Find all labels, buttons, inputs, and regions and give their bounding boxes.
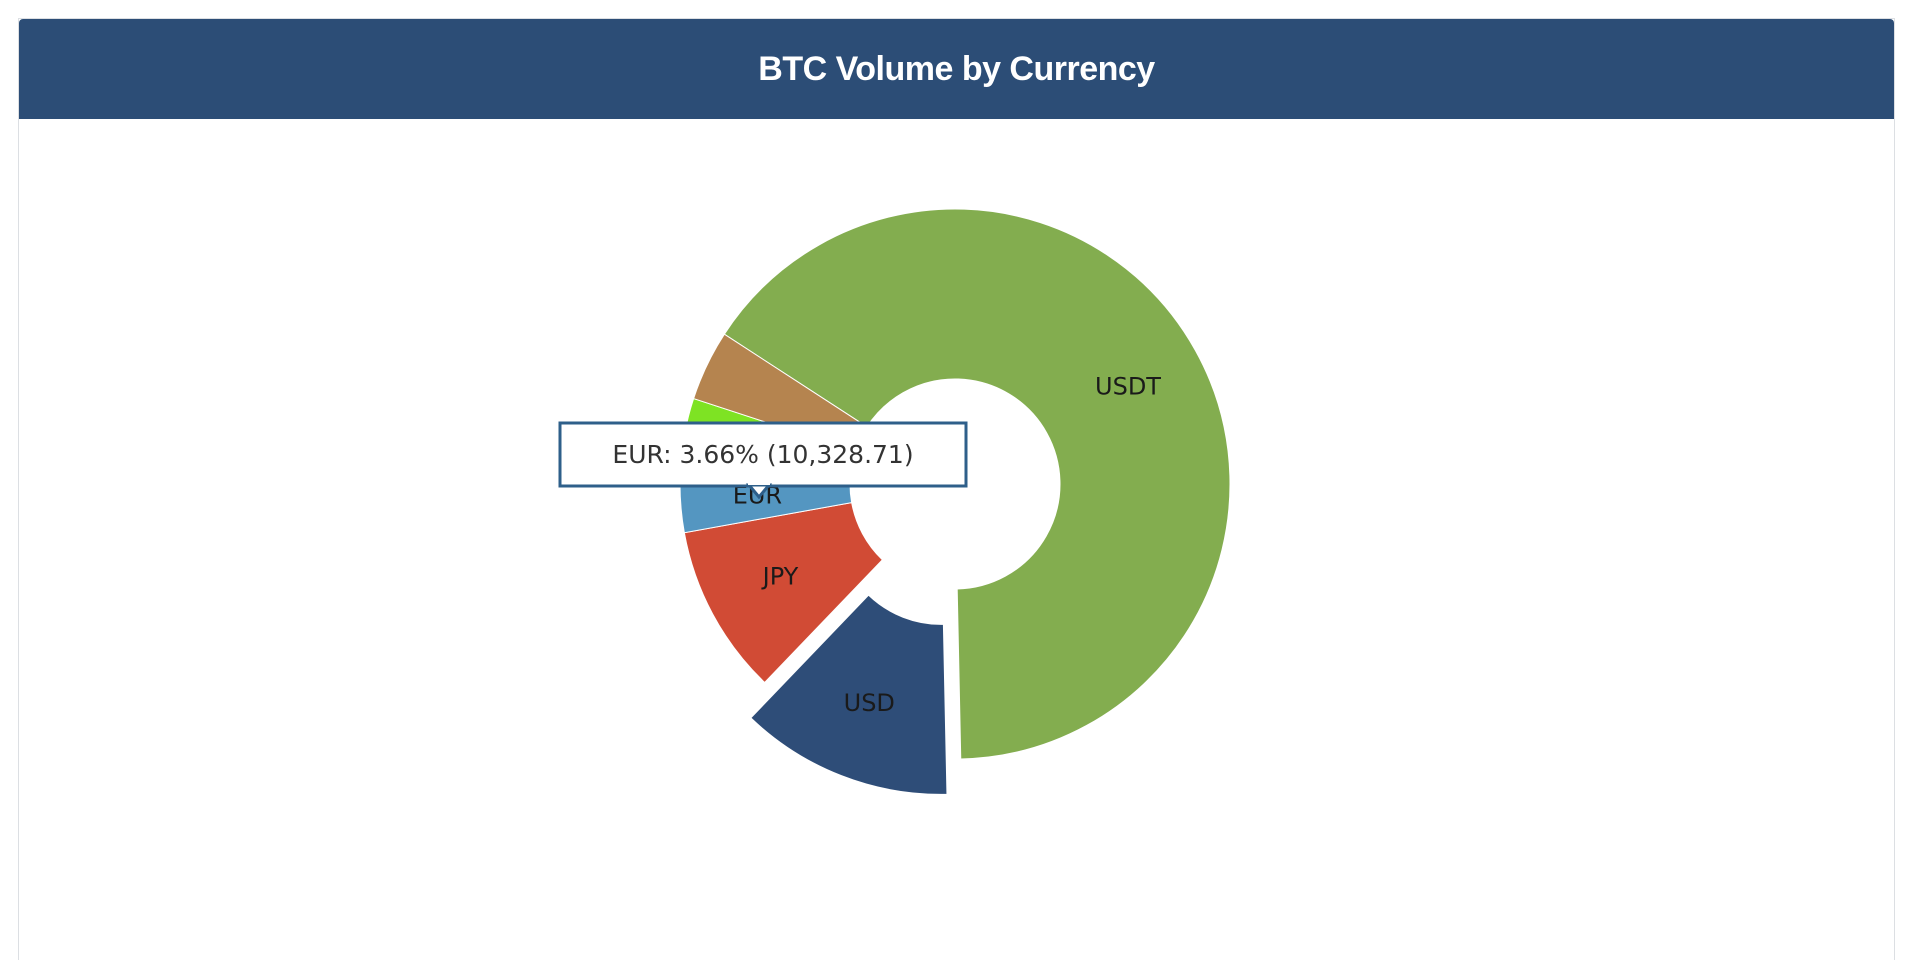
- pie-slice: [723, 208, 1231, 760]
- pie-slice: [750, 594, 948, 795]
- slice-label: USD: [844, 689, 895, 717]
- slice-label: JPY: [761, 563, 799, 591]
- slice-label: USDT: [1095, 373, 1161, 401]
- chart-card: BTC Volume by Currency: [18, 18, 1895, 960]
- card-header: BTC Volume by Currency: [19, 19, 1894, 119]
- tooltip-pointer-mask: [748, 481, 770, 485]
- tooltip-text: EUR: 3.66% (10,328.71): [612, 440, 913, 469]
- tooltip: EUR: 3.66% (10,328.71): [558, 421, 968, 500]
- chart-title: BTC Volume by Currency: [758, 49, 1155, 88]
- pie-slice: [683, 502, 884, 684]
